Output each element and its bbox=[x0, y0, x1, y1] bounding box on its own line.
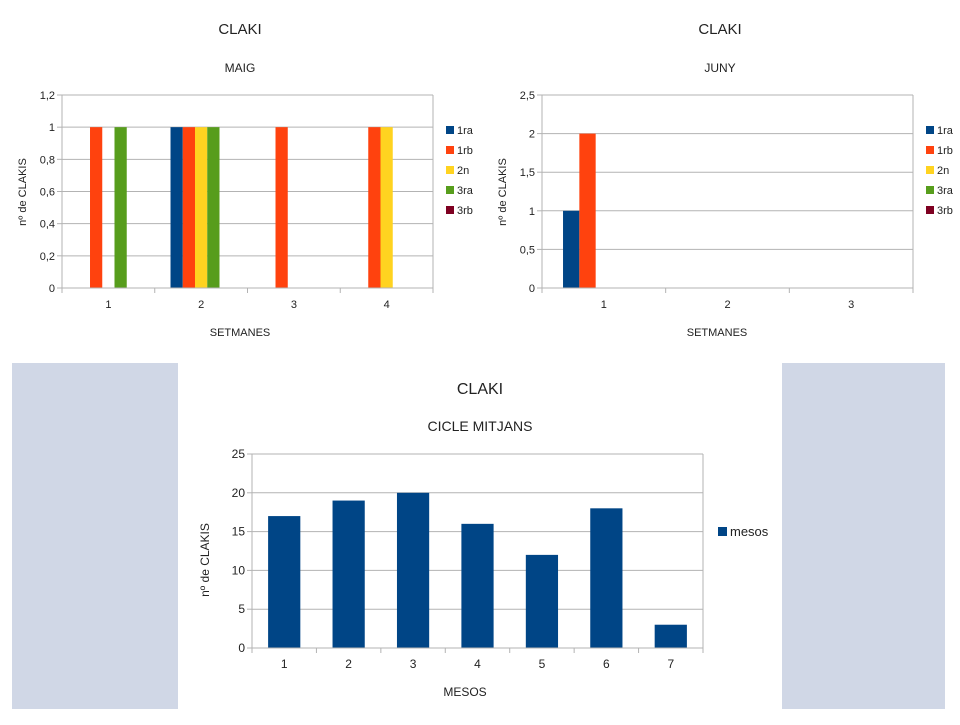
y-tick-label: 5 bbox=[238, 602, 245, 616]
bar-2n-2 bbox=[195, 127, 208, 289]
legend-label-mesos: mesos bbox=[730, 524, 769, 539]
y-tick-label: 1 bbox=[529, 206, 535, 218]
y-tick-label: 0,2 bbox=[40, 251, 55, 263]
y-axis-label: nº de CLAKIS bbox=[497, 158, 509, 226]
legend-label-1ra: 1ra bbox=[937, 125, 954, 137]
x-tick-label: 1 bbox=[105, 299, 111, 311]
legend-label-2n: 2n bbox=[937, 165, 949, 177]
bar-mesos-3 bbox=[396, 492, 430, 648]
x-tick-label: 2 bbox=[198, 299, 204, 311]
bar-1rb-3 bbox=[275, 127, 288, 289]
y-tick-label: 2 bbox=[529, 129, 535, 141]
side-panel-right bbox=[782, 363, 945, 709]
x-axis-label: SETMANES bbox=[210, 327, 271, 339]
x-axis-label: MESOS bbox=[443, 685, 486, 699]
chart-title: CLAKI bbox=[457, 381, 503, 398]
chart-juny-svg: CLAKI JUNY SETMANES nº de CLAKIS 0 0,5 1 1,… bbox=[497, 21, 954, 339]
bar-1rb-4 bbox=[368, 127, 381, 289]
y-tick-label: 10 bbox=[232, 563, 246, 577]
y-axis-label: nº de CLAKIS bbox=[17, 158, 29, 226]
legend-label-3rb: 3rb bbox=[937, 205, 953, 217]
bar-mesos-2 bbox=[332, 500, 365, 648]
x-tick-label: 7 bbox=[667, 657, 674, 671]
legend-label-1rb: 1rb bbox=[457, 145, 473, 157]
legend-label-2n: 2n bbox=[457, 165, 469, 177]
y-tick-label: 0 bbox=[529, 283, 535, 295]
legend-swatch-mesos bbox=[718, 527, 727, 536]
bar-3ra-2 bbox=[207, 127, 220, 289]
legend-label-3ra: 3ra bbox=[937, 185, 954, 197]
y-tick-label: 1,2 bbox=[40, 90, 55, 102]
bar-2n-4 bbox=[380, 127, 393, 289]
x-tick-label: 6 bbox=[603, 657, 610, 671]
legend-swatch-2n bbox=[926, 166, 934, 174]
legend-swatch-2n bbox=[446, 166, 454, 174]
chart-juny: CLAKI JUNY SETMANES nº de CLAKIS 0 0,5 1 1,… bbox=[480, 0, 960, 350]
bar-mesos-5 bbox=[525, 554, 559, 648]
legend-swatch-1rb bbox=[446, 146, 454, 154]
chart-subtitle: CICLE MITJANS bbox=[427, 418, 532, 434]
chart-title: CLAKI bbox=[218, 21, 261, 38]
bar-mesos-7 bbox=[654, 624, 687, 648]
bar-1rb-1 bbox=[579, 133, 596, 288]
x-tick-label: 2 bbox=[345, 657, 352, 671]
x-axis-label: SETMANES bbox=[687, 327, 748, 339]
x-tick-label: 1 bbox=[281, 657, 288, 671]
x-tick-label: 3 bbox=[410, 657, 417, 671]
chart-subtitle: MAIG bbox=[225, 61, 256, 75]
legend-swatch-1ra bbox=[926, 126, 934, 134]
legend-label-3rb: 3rb bbox=[457, 205, 473, 217]
y-tick-label: 25 bbox=[232, 447, 246, 461]
bar-mesos-4 bbox=[461, 523, 494, 648]
bar-1ra-2 bbox=[170, 127, 183, 289]
plot-area: 0 0,2 0,4 0,6 0,8 1 1,2 1 2 3 4 1ra 1rb 2n 3ra 3rb bbox=[40, 90, 474, 311]
y-tick-label: 0 bbox=[49, 283, 55, 295]
y-axis-label: nº de CLAKIS bbox=[198, 523, 212, 597]
legend-label-1rb: 1rb bbox=[937, 145, 953, 157]
x-tick-label: 4 bbox=[384, 299, 390, 311]
legend-label-3ra: 3ra bbox=[457, 185, 474, 197]
plot-area: 0 0,5 1 1,5 2 2,5 1 2 3 1ra 1rb 2n 3ra 3rb bbox=[520, 90, 954, 311]
y-tick-label: 15 bbox=[232, 525, 246, 539]
bar-1ra-1 bbox=[563, 210, 580, 288]
y-tick-label: 0,4 bbox=[40, 219, 55, 231]
chart-maig: CLAKI MAIG SETMANES nº de CLAKIS 0 0,2 0,4… bbox=[0, 0, 480, 350]
x-tick-label: 4 bbox=[474, 657, 481, 671]
chart-title: CLAKI bbox=[698, 21, 741, 38]
y-tick-label: 0,5 bbox=[520, 244, 535, 256]
y-tick-label: 1,5 bbox=[520, 167, 535, 179]
legend-swatch-3rb bbox=[446, 206, 454, 214]
y-tick-label: 0 bbox=[238, 641, 245, 655]
legend-swatch-3ra bbox=[446, 186, 454, 194]
x-tick-label: 3 bbox=[291, 299, 297, 311]
chart-subtitle: JUNY bbox=[704, 61, 735, 75]
legend-swatch-3rb bbox=[926, 206, 934, 214]
y-tick-label: 0,8 bbox=[40, 154, 55, 166]
y-tick-label: 1 bbox=[49, 122, 55, 134]
x-tick-label: 5 bbox=[539, 657, 546, 671]
side-panel-left bbox=[12, 363, 178, 709]
bar-1rb-2 bbox=[182, 127, 196, 289]
legend-swatch-1ra bbox=[446, 126, 454, 134]
x-tick-label: 1 bbox=[601, 299, 607, 311]
legend-label-1ra: 1ra bbox=[457, 125, 474, 137]
legend-swatch-3ra bbox=[926, 186, 934, 194]
legend-swatch-1rb bbox=[926, 146, 934, 154]
bar-1rb-1 bbox=[90, 127, 103, 289]
bar-mesos-6 bbox=[590, 508, 623, 648]
bar-3ra-1 bbox=[114, 127, 127, 289]
y-tick-label: 2,5 bbox=[520, 90, 535, 102]
chart-cicle-mitjans: CLAKI CICLE MITJANS MESOS nº de CLAKIS 0… bbox=[180, 360, 780, 720]
x-tick-label: 2 bbox=[724, 299, 730, 311]
x-tick-label: 3 bbox=[848, 299, 854, 311]
chart-cicle-svg: CLAKI CICLE MITJANS MESOS nº de CLAKIS 0… bbox=[198, 381, 769, 699]
y-tick-label: 20 bbox=[232, 486, 246, 500]
plot-area: 0 5 10 15 20 25 1 2 3 4 5 6 7 mesos bbox=[232, 447, 769, 671]
bar-mesos-1 bbox=[268, 516, 301, 648]
chart-maig-svg: CLAKI MAIG SETMANES nº de CLAKIS 0 0,2 0,4… bbox=[17, 21, 474, 339]
y-tick-label: 0,6 bbox=[40, 187, 55, 199]
